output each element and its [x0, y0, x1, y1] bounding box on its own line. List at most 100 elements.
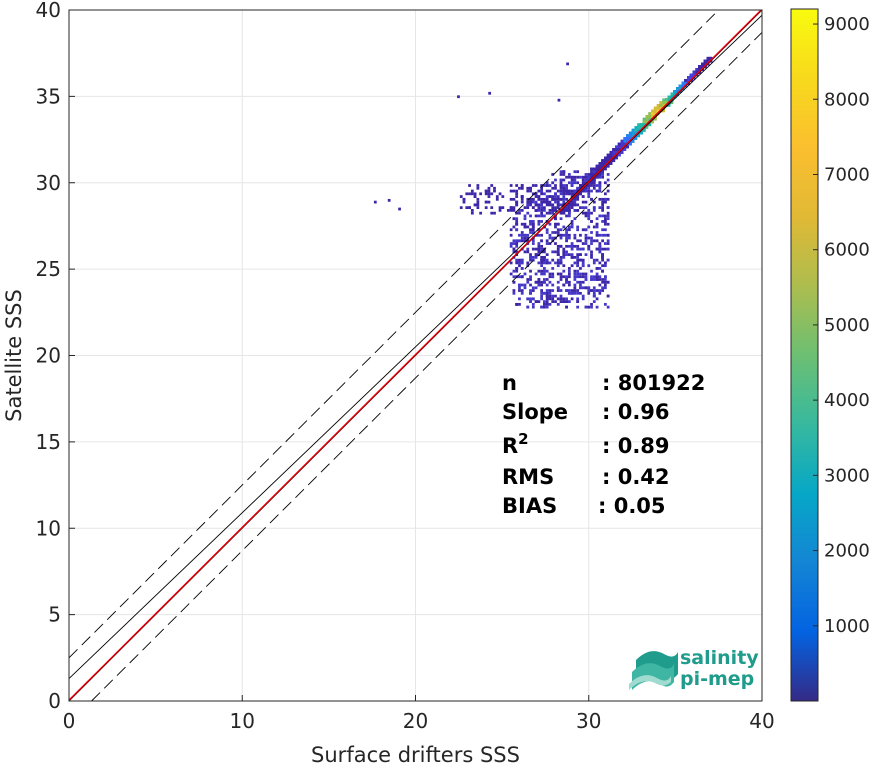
density-cell	[631, 128, 635, 132]
density-cell	[545, 261, 549, 265]
density-cell	[487, 192, 491, 196]
density-cell	[515, 239, 519, 243]
density-cell	[601, 286, 604, 290]
density-cell	[520, 222, 524, 226]
density-cell	[573, 275, 577, 279]
density-cell	[520, 275, 524, 279]
density-cell	[579, 258, 582, 262]
density-cell	[662, 101, 665, 104]
density-cell	[457, 95, 460, 99]
density-cell	[573, 236, 577, 240]
density-cell	[562, 184, 566, 187]
colorbar-tick-label: 1000	[824, 616, 870, 637]
x-tick-label: 30	[576, 709, 601, 733]
density-cell	[509, 261, 513, 265]
density-cell	[537, 220, 541, 223]
density-cell	[476, 200, 480, 204]
y-tick-label: 35	[36, 84, 61, 108]
density-cell	[526, 186, 530, 190]
density-cell	[587, 184, 591, 187]
density-cell	[545, 269, 549, 273]
density-cell	[537, 233, 541, 237]
density-cell	[543, 250, 546, 254]
density-cell	[592, 286, 596, 290]
density-cell	[581, 189, 585, 193]
density-cell	[545, 291, 549, 295]
colorbar-ticks: 1000 2000 3000 4000 5000 6000 7000 8000 9000	[813, 14, 870, 637]
density-cell	[598, 233, 602, 237]
density-cell	[559, 211, 563, 215]
density-cell	[518, 239, 521, 243]
density-cell	[498, 206, 502, 210]
density-cell	[587, 236, 591, 240]
density-cell	[628, 142, 632, 146]
density-cell	[537, 269, 541, 273]
density-cell	[576, 170, 580, 174]
density-cell	[529, 258, 532, 262]
stat-superscript: 2	[518, 430, 528, 448]
density-cell	[529, 197, 532, 201]
density-cell	[548, 222, 552, 226]
density-cell	[554, 184, 557, 187]
density-cell	[570, 264, 574, 268]
density-cell	[540, 206, 544, 210]
density-cell	[509, 189, 513, 193]
density-cell	[551, 258, 555, 262]
density-cell	[570, 255, 574, 259]
density-cell	[529, 283, 532, 287]
density-cell	[567, 192, 571, 196]
density-cell	[551, 283, 555, 287]
density-cell	[523, 222, 527, 226]
density-cell	[531, 197, 535, 201]
density-cell	[565, 244, 568, 248]
density-cell	[620, 139, 624, 143]
density-cell	[615, 156, 618, 160]
density-cell	[548, 302, 552, 306]
density-cell	[701, 65, 704, 69]
density-cell	[587, 211, 591, 215]
density-cell	[601, 278, 604, 281]
density-cell	[570, 178, 574, 182]
density-cell	[634, 137, 638, 140]
density-cell	[587, 173, 591, 176]
density-cell	[676, 87, 679, 91]
density-cell	[540, 184, 544, 187]
density-cell	[559, 244, 563, 248]
density-cell	[601, 170, 604, 174]
regression-line	[68, 14, 763, 679]
density-cell	[557, 98, 561, 102]
density-cell	[603, 247, 607, 251]
density-cell	[570, 253, 574, 256]
density-cell	[598, 184, 602, 187]
density-cell	[518, 286, 521, 290]
density-cell	[570, 203, 574, 207]
density-cell	[537, 250, 541, 254]
density-cell	[651, 109, 654, 113]
density-cell	[554, 300, 557, 303]
density-cell	[573, 286, 577, 290]
density-cell	[556, 195, 560, 198]
density-cell	[598, 162, 602, 165]
density-cell	[587, 291, 591, 295]
density-cell	[576, 228, 580, 232]
density-cell	[648, 117, 652, 121]
density-cell	[490, 184, 494, 187]
density-cell	[515, 302, 519, 306]
density-cell	[562, 255, 566, 259]
density-cell	[576, 300, 580, 303]
density-cell	[590, 269, 593, 273]
density-cell	[520, 231, 524, 234]
density-cell	[531, 286, 535, 290]
density-cell	[501, 195, 505, 198]
density-cell	[559, 189, 563, 193]
density-cell	[598, 289, 602, 292]
density-cell	[587, 186, 591, 190]
density-cell	[537, 261, 541, 265]
density-cell	[529, 200, 532, 204]
density-cell	[573, 200, 577, 204]
density-cell	[567, 214, 571, 218]
density-cell	[570, 200, 574, 204]
density-cell	[531, 302, 535, 306]
density-cell	[573, 278, 577, 281]
